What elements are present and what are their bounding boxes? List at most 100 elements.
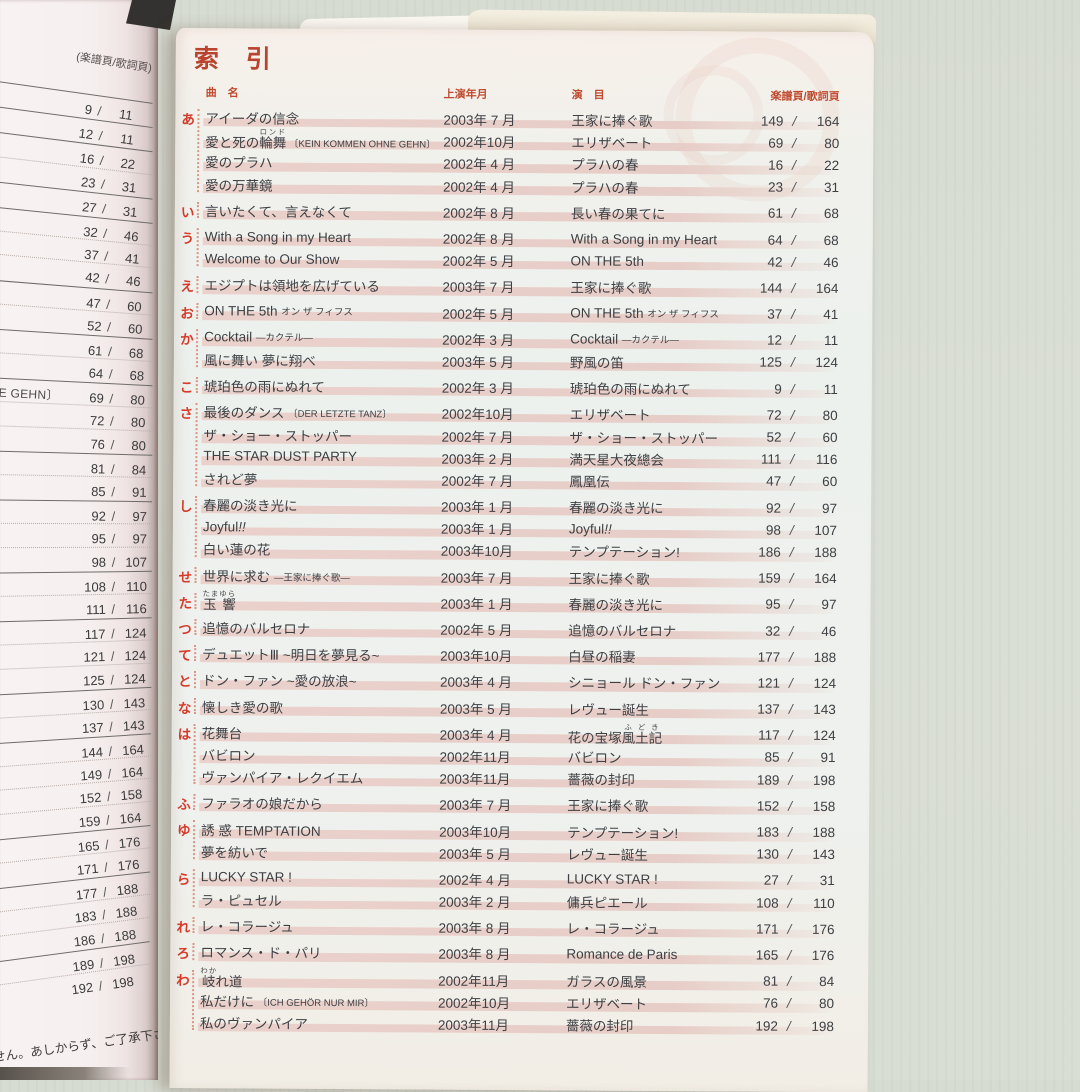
kana-label: う [180, 230, 195, 247]
song-title-cell: 世界に求む ―王家に捧ぐ歌― [203, 565, 441, 586]
score-page: 159 [758, 570, 781, 586]
pages-slash: / [787, 597, 796, 613]
text-segment: 懐しき愛の歌 [201, 699, 283, 716]
pages-slash: / [788, 570, 796, 586]
text-segment: 王家に捧ぐ歌 [571, 113, 653, 130]
pages-slash: / [111, 579, 116, 595]
pages-slash: / [785, 921, 794, 937]
lyrics-page: 68 [823, 206, 839, 222]
program-cell: 春麗の淡き光に [569, 497, 737, 518]
score-page: 108 [756, 895, 779, 911]
song-title-cell: 追憶のバルセロナ [202, 617, 440, 638]
lyrics-page: 176 [811, 921, 835, 937]
text-segment: With a Song in my Heart [204, 228, 352, 245]
index-row: 私のヴァンパイア 2003年11月 薔薇の封印 192 / 198 [197, 1011, 834, 1037]
program-cell: 薔薇の封印 [566, 1014, 734, 1035]
title-annotation: 〔ICH GEHÖR NUR MIR〕 [257, 997, 374, 1010]
score-page: 152 [756, 798, 780, 814]
lyrics-page: 116 [125, 601, 147, 617]
song-title-cell: Joyful!! [203, 519, 441, 535]
performance-date-cell: 2002年 3 月 [441, 380, 514, 397]
performance-date-cell: 2003年 5 月 [438, 846, 512, 862]
score-page: 95 [91, 531, 107, 547]
program-cell: レ・コラージュ [566, 918, 734, 939]
song-title-cell: ドン・ファン ~愛の放浪~ [202, 670, 440, 691]
performance-date-cell: 2003年 4 月 [439, 675, 513, 691]
title-annotation: オン ザ フィフス [647, 308, 719, 321]
score-page: 12 [767, 332, 783, 348]
lyrics-page: 116 [815, 452, 838, 468]
score-page: 137 [81, 719, 105, 737]
pages-slash: / [787, 675, 795, 691]
text-segment: 私のヴァンパイア [199, 1016, 308, 1032]
performance-date-cell: 2003年 1 月 [440, 596, 513, 612]
score-page: 177 [757, 649, 781, 665]
performance-date-cell: 2003年 7 月 [442, 280, 515, 296]
left-pages: 111 / 116 [80, 601, 147, 617]
song-title-cell: THE STAR DUST PARTY [203, 448, 441, 464]
score-page: 81 [763, 973, 779, 989]
score-page: 61 [767, 205, 783, 222]
program-cell: 傭兵ピエール [567, 891, 735, 912]
left-page-row: 85 / 91 [0, 473, 153, 501]
text-segment: Welcome to Our Show [204, 250, 340, 267]
score-page: 64 [88, 365, 104, 382]
score-page: 32 [765, 623, 781, 639]
pages-slash: / [110, 461, 115, 477]
pages-cell: 37 / 41 [738, 306, 838, 322]
score-page: 69 [768, 135, 784, 151]
text-segment: エリザベート [569, 407, 651, 424]
score-page: 192 [70, 979, 95, 998]
lyrics-page: 46 [823, 254, 839, 270]
kana-label: か [180, 331, 194, 347]
pages-cell: 61 / 68 [739, 205, 839, 222]
text-segment: 春麗の淡き光に [203, 498, 298, 514]
song-title-cell: 風に舞い 夢に翔べ [204, 349, 442, 370]
lyrics-page: 198 [111, 973, 135, 992]
text-segment: 愛と死の [205, 135, 260, 151]
kana-label: わ [176, 972, 190, 988]
score-page: 27 [763, 873, 779, 889]
pages-slash: / [788, 474, 796, 490]
pages-cell: 186 / 188 [737, 544, 837, 560]
pages-slash: / [789, 306, 797, 322]
title-annotation: 〔DER LETZTE TANZ〕 [288, 409, 392, 421]
lyrics-page: 31 [819, 873, 835, 889]
score-page: 98 [765, 522, 781, 538]
program-cell: 満天星大夜總会 [569, 448, 737, 469]
text-segment: 野風の笛 [569, 355, 625, 371]
text-segment: With a Song in my Heart [570, 230, 718, 247]
kana-group: う With a Song in my Heart 2002年 8 月 With a … [181, 225, 839, 273]
song-title-cell: 岐わかれ道 [200, 966, 438, 991]
text-segment: ON THE 5th [204, 303, 282, 319]
pages-slash: / [789, 407, 797, 423]
kana-group: ろロマンス・ド・パリ 2003年 8 月 Romance de Paris 165/1… [176, 941, 834, 967]
lyrics-page: 68 [129, 368, 145, 384]
text-segment: LUCKY STAR ! [200, 869, 292, 886]
lyrics-page: 143 [812, 847, 836, 863]
pages-cell: 16 / 22 [739, 157, 839, 173]
title-annotation: 〔KEIN KOMMEN OHNE GEHN〕 [286, 138, 436, 151]
text-segment: 花の宝塚 [567, 730, 622, 746]
pages-cell: 81 / 84 [734, 973, 834, 989]
pages-slash: / [789, 333, 797, 349]
lyrics-page: 198 [811, 1018, 834, 1034]
kana-group: てデュエットⅢ ~明日を夢見る~ 2003年10月 白昼の稲妻 177 / 188 [178, 642, 836, 668]
text-segment: Romance de Paris [566, 946, 678, 963]
score-page: 72 [766, 407, 782, 423]
text-segment: 鳳凰伝 [569, 474, 610, 490]
index-row: 風に舞い 夢に翔べ 2003年 5 月 野風の笛 125 / 124 [201, 348, 838, 374]
pages-slash: / [788, 429, 797, 445]
song-title-cell: 私だけに 〔ICH GEHÖR NUR MIR〕 [200, 990, 438, 1011]
text-segment: ロマンス・ド・パリ [200, 945, 322, 962]
text-segment: デュエットⅢ ~明日を夢見る~ [202, 647, 380, 664]
text-segment: ザ・ショー・ストッパー [203, 427, 353, 444]
program-cell: LUCKY STAR ! [567, 872, 735, 888]
program-cell: 薔薇の封印 [567, 769, 735, 790]
text-segment: バビロン [201, 748, 256, 764]
kana-label: ろ [176, 946, 190, 962]
lyrics-page: 107 [814, 522, 837, 538]
text-segment: Cocktail [204, 329, 256, 345]
text-segment: 薔薇の封印 [565, 1018, 634, 1034]
lyrics-page: 91 [132, 484, 147, 501]
